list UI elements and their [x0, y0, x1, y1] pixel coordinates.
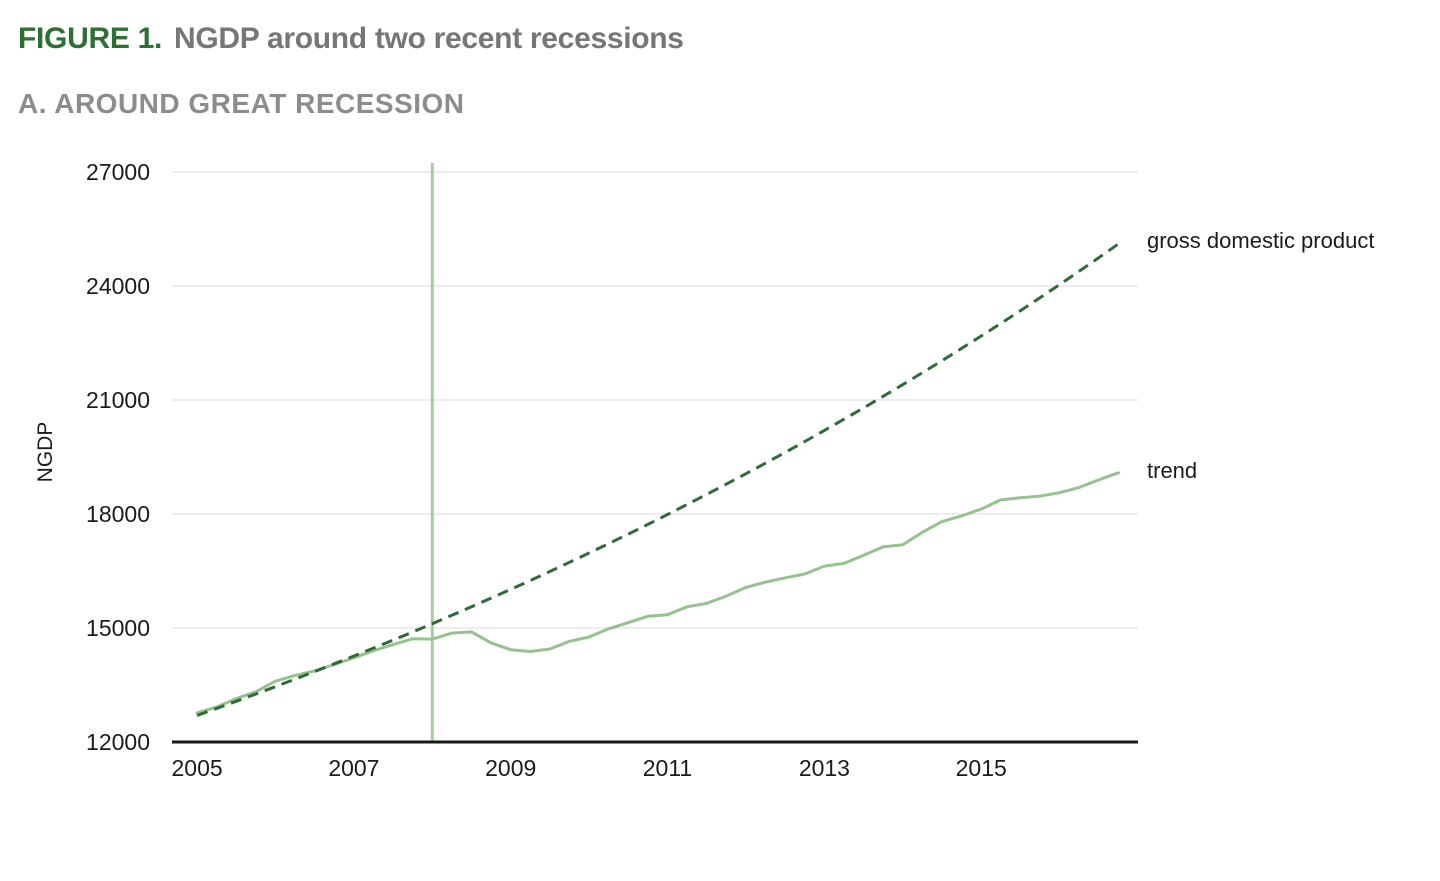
figure-label: FIGURE 1.	[18, 22, 162, 55]
series-trend	[195, 471, 1120, 715]
x-tick-label: 2013	[799, 755, 850, 781]
series-gross-domestic-product	[196, 242, 1120, 717]
y-tick-label: 18000	[86, 501, 150, 527]
y-tick-label: 15000	[86, 615, 150, 641]
y-tick-label: 21000	[86, 387, 150, 413]
y-tick-label: 12000	[86, 729, 150, 755]
figure-title: FIGURE 1. NGDP around two recent recessio…	[18, 22, 684, 56]
x-tick-label: 2005	[172, 755, 223, 781]
annotation-trend: trend	[1147, 458, 1198, 483]
annotation-gross-domestic-product: gross domestic product	[1147, 228, 1375, 253]
y-tick-label: 27000	[86, 159, 150, 185]
x-tick-label: 2009	[485, 755, 536, 781]
figure-title-text: NGDP around two recent recessions	[174, 22, 684, 55]
x-tick-label: 2007	[328, 755, 379, 781]
panel-title: A. AROUND GREAT RECESSION	[18, 88, 465, 119]
y-tick-label: 24000	[86, 273, 150, 299]
x-tick-label: 2015	[956, 755, 1007, 781]
x-tick-label: 2011	[643, 755, 692, 781]
